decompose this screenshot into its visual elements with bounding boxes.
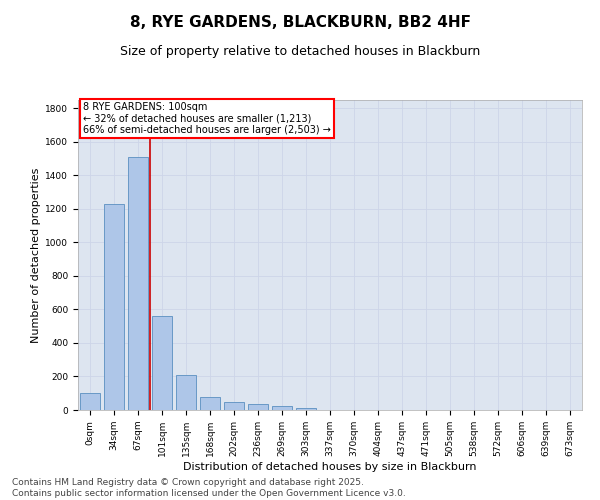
Text: 8 RYE GARDENS: 100sqm
← 32% of detached houses are smaller (1,213)
66% of semi-d: 8 RYE GARDENS: 100sqm ← 32% of detached … [83,102,331,134]
Bar [80,393,100,410]
Bar [296,408,316,410]
Bar [152,316,172,410]
Bar [104,204,124,410]
X-axis label: Distribution of detached houses by size in Blackburn: Distribution of detached houses by size … [183,462,477,471]
Bar [128,157,148,410]
Bar [224,402,244,410]
Bar [200,398,220,410]
Text: Size of property relative to detached houses in Blackburn: Size of property relative to detached ho… [120,45,480,58]
Text: Contains HM Land Registry data © Crown copyright and database right 2025.
Contai: Contains HM Land Registry data © Crown c… [12,478,406,498]
Text: 8, RYE GARDENS, BLACKBURN, BB2 4HF: 8, RYE GARDENS, BLACKBURN, BB2 4HF [130,15,470,30]
Y-axis label: Number of detached properties: Number of detached properties [31,168,41,342]
Bar [176,375,196,410]
Bar [248,404,268,410]
Bar [272,406,292,410]
